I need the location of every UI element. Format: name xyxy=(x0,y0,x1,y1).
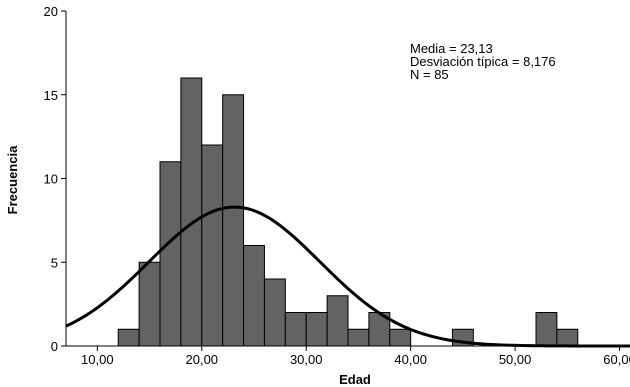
histogram-bar xyxy=(180,77,203,347)
y-axis-ticks: 0 5 10 15 20 xyxy=(44,4,66,354)
histogram-bar xyxy=(159,161,182,347)
x-tick-label: 40,00 xyxy=(394,352,427,367)
stat-mean: Media = 23,13 xyxy=(410,41,493,56)
histogram-bar xyxy=(535,312,558,347)
y-axis-title: Frecuencia xyxy=(5,145,20,214)
histogram-bars xyxy=(117,77,579,347)
x-tick-label: 30,00 xyxy=(290,352,323,367)
y-tick-label: 20 xyxy=(44,4,58,19)
histogram-bar xyxy=(305,312,328,347)
histogram-bar xyxy=(556,328,579,347)
histogram-bar xyxy=(201,144,224,347)
histogram-bar xyxy=(263,278,286,347)
histogram-bar xyxy=(243,245,265,347)
x-axis-ticks: 10,00 20,00 30,00 40,00 50,00 60,00 xyxy=(81,346,630,367)
histogram-bar xyxy=(117,328,140,347)
x-tick-label: 20,00 xyxy=(186,352,219,367)
histogram-bar xyxy=(326,295,349,347)
stat-sd: Desviación típica = 8,176 xyxy=(410,54,556,69)
x-axis-title: Edad xyxy=(339,372,371,387)
x-tick-label: 10,00 xyxy=(81,352,114,367)
histogram-bar xyxy=(222,94,245,347)
x-tick-label: 50,00 xyxy=(499,352,532,367)
stat-n: N = 85 xyxy=(410,67,449,82)
y-tick-label: 10 xyxy=(44,172,58,187)
x-tick-label: 60,00 xyxy=(603,352,630,367)
histogram-bar xyxy=(284,312,307,347)
histogram-bar xyxy=(389,328,412,347)
histogram-bar xyxy=(138,261,161,347)
stats-box: Media = 23,13 Desviación típica = 8,176 … xyxy=(410,41,556,82)
y-tick-label: 0 xyxy=(51,339,58,354)
y-tick-label: 15 xyxy=(44,88,58,103)
histogram-bar xyxy=(347,328,370,347)
y-tick-label: 5 xyxy=(51,255,58,270)
